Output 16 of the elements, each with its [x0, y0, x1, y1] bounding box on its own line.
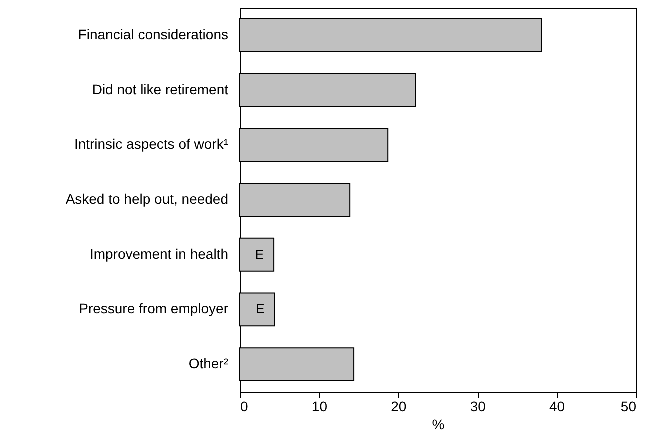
y-tick-label: Intrinsic aspects of work¹ [74, 136, 229, 152]
y-tick-label: Improvement in health [90, 246, 228, 262]
y-tick-label: Asked to help out, needed [66, 191, 228, 207]
data-label: E [255, 246, 264, 262]
data-label: E [256, 302, 266, 317]
y-tick-label: Financial considerations [78, 26, 228, 42]
x-axis-title: % [432, 416, 445, 432]
x-tick-label: 30 [470, 398, 486, 414]
y-tick-label: Other² [188, 356, 229, 372]
x-tick-label: 20 [391, 398, 407, 414]
x-tick-label: 50 [620, 398, 637, 414]
x-tick-label: 40 [550, 398, 566, 414]
x-tick-label: 10 [312, 398, 328, 414]
x-tick-label: 0 [240, 398, 248, 414]
y-tick-label: Pressure from employer [79, 300, 229, 317]
y-tick-label: Did not like retirement [92, 81, 229, 98]
